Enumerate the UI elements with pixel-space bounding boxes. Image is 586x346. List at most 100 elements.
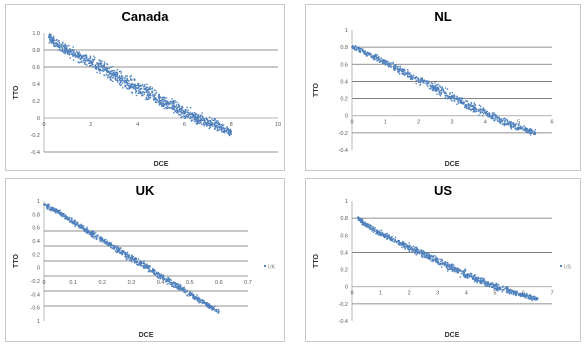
data-point	[497, 288, 499, 290]
data-point	[531, 131, 533, 133]
data-point	[206, 118, 208, 120]
data-point	[369, 226, 371, 229]
data-point	[78, 51, 80, 53]
data-point	[121, 79, 123, 82]
data-point	[408, 242, 411, 244]
data-point	[77, 226, 80, 228]
data-point	[187, 293, 190, 296]
data-point	[416, 251, 418, 253]
data-point	[489, 116, 491, 118]
data-point	[137, 82, 139, 85]
data-point	[204, 120, 206, 122]
data-point	[440, 93, 442, 96]
data-point	[171, 283, 174, 285]
data-point	[486, 110, 488, 113]
data-point	[85, 229, 88, 232]
data-point	[146, 98, 149, 101]
data-point	[74, 225, 76, 228]
data-point	[141, 92, 143, 94]
data-point	[219, 127, 221, 129]
data-point	[139, 92, 142, 95]
data-point	[403, 72, 405, 74]
y-tick-label: 1	[37, 319, 40, 325]
data-point	[371, 55, 373, 57]
data-point	[422, 253, 425, 255]
data-point	[50, 34, 52, 37]
data-point	[217, 129, 220, 132]
data-point	[153, 99, 155, 102]
data-point	[512, 292, 515, 294]
data-point	[225, 127, 227, 129]
data-point	[159, 275, 162, 277]
data-point	[524, 128, 526, 130]
data-point	[525, 293, 528, 296]
x-tick-label: 0.7	[244, 280, 252, 286]
data-point	[458, 97, 461, 99]
data-point	[109, 73, 111, 75]
data-point	[153, 89, 156, 91]
data-point	[116, 76, 119, 78]
data-point	[372, 229, 374, 231]
data-point	[417, 77, 419, 80]
data-point	[438, 261, 440, 263]
data-point	[477, 280, 479, 282]
data-point	[120, 80, 122, 82]
data-point	[113, 74, 115, 77]
data-point	[113, 70, 115, 72]
data-point	[376, 60, 378, 62]
data-point	[142, 91, 144, 93]
data-point	[128, 85, 130, 87]
data-point	[59, 47, 61, 49]
data-point	[69, 220, 71, 223]
data-point	[112, 69, 114, 72]
y-axis-label: TTO	[313, 83, 320, 97]
data-point	[354, 46, 356, 48]
data-point	[380, 233, 382, 236]
data-point	[195, 122, 198, 125]
data-point	[378, 58, 380, 60]
data-point	[73, 222, 75, 224]
data-point	[166, 278, 168, 281]
data-point	[510, 128, 513, 130]
data-point	[382, 232, 384, 235]
data-point	[71, 49, 74, 51]
data-point	[183, 111, 185, 113]
data-point	[134, 86, 136, 88]
data-point	[383, 61, 385, 63]
data-point	[525, 297, 527, 299]
data-point	[394, 239, 396, 242]
data-point	[193, 296, 195, 298]
data-point	[195, 113, 197, 115]
data-point	[413, 250, 415, 252]
data-point	[87, 58, 90, 60]
data-point	[147, 264, 150, 267]
data-point	[168, 106, 170, 109]
data-point	[177, 286, 180, 288]
data-point	[486, 281, 488, 284]
data-point	[450, 268, 452, 270]
data-point	[389, 63, 392, 65]
data-point	[403, 68, 405, 71]
data-point	[208, 116, 211, 119]
data-point	[180, 112, 183, 115]
data-point	[373, 228, 376, 230]
data-point	[218, 122, 221, 125]
data-point	[132, 84, 134, 86]
data-point	[157, 272, 160, 274]
data-point	[457, 271, 460, 274]
data-point	[46, 207, 49, 209]
data-point	[146, 83, 148, 85]
data-point	[425, 251, 428, 254]
data-point	[499, 122, 502, 124]
data-point	[503, 124, 505, 127]
data-point	[375, 232, 377, 235]
data-point	[153, 270, 155, 272]
data-point	[380, 57, 382, 59]
data-point	[106, 71, 108, 73]
data-point	[437, 258, 439, 260]
data-point	[427, 82, 430, 85]
data-point	[219, 124, 222, 126]
data-point	[99, 239, 102, 242]
data-point	[126, 77, 128, 80]
data-point	[478, 114, 480, 116]
